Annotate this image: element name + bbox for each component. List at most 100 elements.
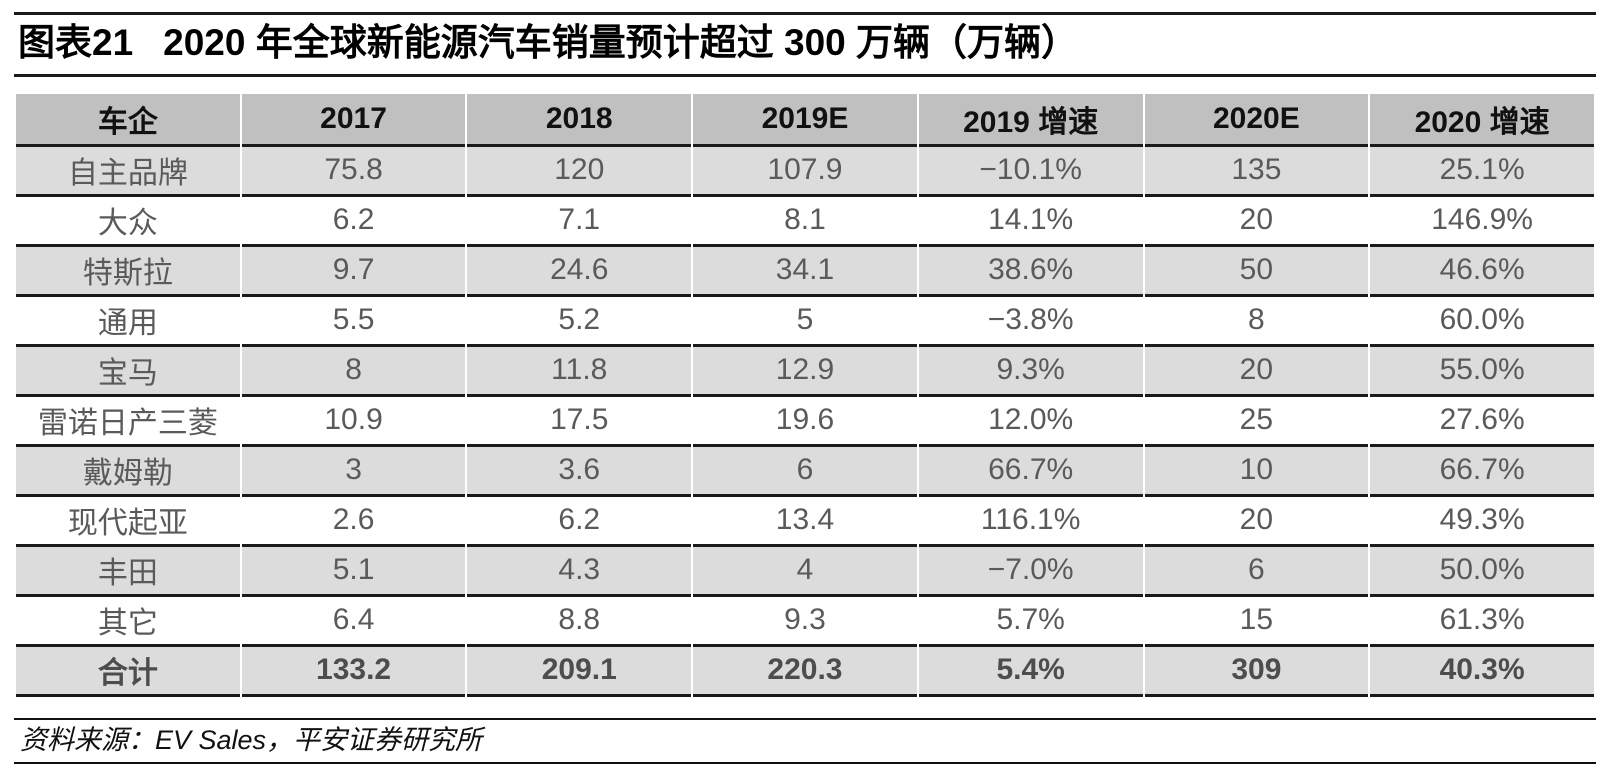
table-body: 自主品牌 75.8 120 107.9 −10.1% 135 25.1% 大众 … [16, 146, 1594, 697]
cell-2020e: 6 [1144, 546, 1369, 597]
row-label: 特斯拉 [16, 246, 240, 297]
table-row-daimler: 戴姆勒 3 3.6 6 66.7% 10 66.7% [16, 446, 1594, 497]
table-row-bmw: 宝马 8 11.8 12.9 9.3% 20 55.0% [16, 346, 1594, 397]
row-label: 雷诺日产三菱 [16, 396, 240, 447]
cell-2020e: 25 [1144, 396, 1369, 447]
cell-2019-growth: 66.7% [918, 446, 1143, 497]
cell-2019-growth: −3.8% [918, 296, 1143, 347]
cell-2019-growth: 38.6% [918, 246, 1143, 297]
row-label: 自主品牌 [16, 146, 240, 197]
table-row-renault-nissan-mitsubishi: 雷诺日产三菱 10.9 17.5 19.6 12.0% 25 27.6% [16, 396, 1594, 447]
cell-2018: 8.8 [467, 596, 692, 647]
cell-2019-growth: 5.7% [918, 596, 1143, 647]
ev-sales-table: 车企 2017 2018 2019E 2019 增速 2020E 2020 增速… [14, 93, 1596, 697]
cell-2019e: 19.6 [693, 396, 917, 447]
col-header-2020e: 2020E [1144, 93, 1369, 147]
cell-2019e: 6 [693, 446, 917, 497]
cell-2017: 75.8 [241, 146, 466, 197]
cell-2019-growth: 14.1% [918, 196, 1143, 247]
cell-2019e: 4 [693, 546, 917, 597]
row-label: 丰田 [16, 546, 240, 597]
cell-2017: 9.7 [241, 246, 466, 297]
col-header-automaker: 车企 [16, 93, 240, 147]
cell-2017: 5.1 [241, 546, 466, 597]
cell-2017: 6.2 [241, 196, 466, 247]
figure-title-text: 2020 年全球新能源汽车销量预计超过 300 万辆（万辆） [163, 22, 1079, 63]
cell-2019-growth: −7.0% [918, 546, 1143, 597]
col-header-2020-growth: 2020 增速 [1370, 93, 1594, 147]
table-row-gm: 通用 5.5 5.2 5 −3.8% 8 60.0% [16, 296, 1594, 347]
cell-2019-growth: −10.1% [918, 146, 1143, 197]
cell-2019e: 13.4 [693, 496, 917, 547]
table-row-hyundai-kia: 现代起亚 2.6 6.2 13.4 116.1% 20 49.3% [16, 496, 1594, 547]
cell-2020-growth: 60.0% [1370, 296, 1594, 347]
source-note-bar: 资料来源：EV Sales，平安证券研究所 [14, 717, 1596, 764]
header-row: 车企 2017 2018 2019E 2019 增速 2020E 2020 增速 [16, 93, 1594, 147]
table-row-total: 合计 133.2 209.1 220.3 5.4% 309 40.3% [16, 646, 1594, 697]
cell-2017: 8 [241, 346, 466, 397]
cell-2020e: 135 [1144, 146, 1369, 197]
row-label: 现代起亚 [16, 496, 240, 547]
cell-2018: 209.1 [467, 646, 692, 697]
cell-2020e: 20 [1144, 346, 1369, 397]
cell-2020e: 20 [1144, 496, 1369, 547]
cell-2020-growth: 46.6% [1370, 246, 1594, 297]
cell-2020-growth: 25.1% [1370, 146, 1594, 197]
row-label: 合计 [16, 646, 240, 697]
source-note: 资料来源：EV Sales，平安证券研究所 [20, 724, 483, 755]
cell-2019-growth: 116.1% [918, 496, 1143, 547]
cell-2018: 5.2 [467, 296, 692, 347]
cell-2020-growth: 40.3% [1370, 646, 1594, 697]
cell-2020e: 8 [1144, 296, 1369, 347]
figure-title-bar: 图表21 2020 年全球新能源汽车销量预计超过 300 万辆（万辆） [14, 12, 1596, 77]
table-row-others: 其它 6.4 8.8 9.3 5.7% 15 61.3% [16, 596, 1594, 647]
cell-2020e: 309 [1144, 646, 1369, 697]
table-header: 车企 2017 2018 2019E 2019 增速 2020E 2020 增速 [16, 93, 1594, 147]
col-header-2018: 2018 [467, 93, 692, 147]
cell-2019e: 107.9 [693, 146, 917, 197]
cell-2017: 10.9 [241, 396, 466, 447]
cell-2017: 5.5 [241, 296, 466, 347]
col-header-2019-growth: 2019 增速 [918, 93, 1143, 147]
cell-2020e: 20 [1144, 196, 1369, 247]
cell-2019-growth: 5.4% [918, 646, 1143, 697]
cell-2017: 3 [241, 446, 466, 497]
figure-number: 图表21 [18, 22, 134, 63]
row-label: 大众 [16, 196, 240, 247]
table-row-volkswagen: 大众 6.2 7.1 8.1 14.1% 20 146.9% [16, 196, 1594, 247]
row-label: 戴姆勒 [16, 446, 240, 497]
col-header-2019e: 2019E [693, 93, 917, 147]
cell-2018: 24.6 [467, 246, 692, 297]
table-row-tesla: 特斯拉 9.7 24.6 34.1 38.6% 50 46.6% [16, 246, 1594, 297]
cell-2017: 133.2 [241, 646, 466, 697]
cell-2018: 6.2 [467, 496, 692, 547]
cell-2018: 3.6 [467, 446, 692, 497]
cell-2019e: 8.1 [693, 196, 917, 247]
cell-2020-growth: 50.0% [1370, 546, 1594, 597]
cell-2020-growth: 49.3% [1370, 496, 1594, 547]
cell-2019e: 34.1 [693, 246, 917, 297]
table-row-domestic-brands: 自主品牌 75.8 120 107.9 −10.1% 135 25.1% [16, 146, 1594, 197]
cell-2018: 11.8 [467, 346, 692, 397]
cell-2018: 120 [467, 146, 692, 197]
cell-2020-growth: 55.0% [1370, 346, 1594, 397]
cell-2019-growth: 12.0% [918, 396, 1143, 447]
cell-2020-growth: 66.7% [1370, 446, 1594, 497]
col-header-2017: 2017 [241, 93, 466, 147]
figure-title: 图表21 2020 年全球新能源汽车销量预计超过 300 万辆（万辆） [18, 22, 1592, 65]
cell-2017: 6.4 [241, 596, 466, 647]
table-row-toyota: 丰田 5.1 4.3 4 −7.0% 6 50.0% [16, 546, 1594, 597]
row-label: 宝马 [16, 346, 240, 397]
cell-2020e: 15 [1144, 596, 1369, 647]
cell-2020-growth: 61.3% [1370, 596, 1594, 647]
cell-2018: 4.3 [467, 546, 692, 597]
cell-2020-growth: 27.6% [1370, 396, 1594, 447]
cell-2019e: 9.3 [693, 596, 917, 647]
cell-2017: 2.6 [241, 496, 466, 547]
row-label: 通用 [16, 296, 240, 347]
cell-2019e: 12.9 [693, 346, 917, 397]
cell-2019e: 5 [693, 296, 917, 347]
cell-2020e: 50 [1144, 246, 1369, 297]
row-label: 其它 [16, 596, 240, 647]
